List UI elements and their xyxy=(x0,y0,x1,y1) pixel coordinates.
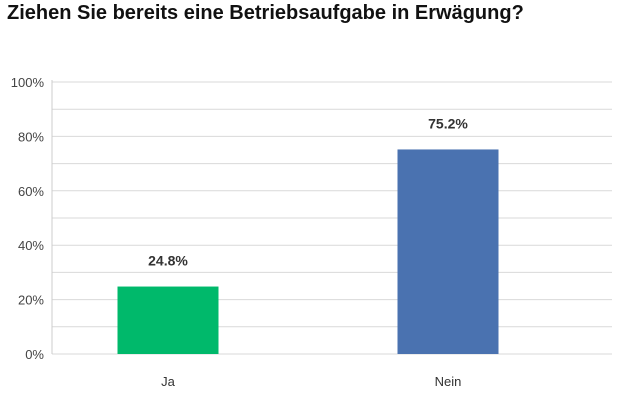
y-axis-ticks: 0% 20% 40% 60% 80% 100% xyxy=(11,75,45,362)
data-label-nein: 75.2% xyxy=(428,115,468,131)
category-label-nein: Nein xyxy=(435,374,462,389)
chart-title: Ziehen Sie bereits eine Betriebsaufgabe … xyxy=(7,2,524,24)
bar-ja xyxy=(117,286,219,354)
y-tick-label: 0% xyxy=(25,347,44,362)
data-labels: 24.8% 75.2% xyxy=(148,115,468,268)
x-axis-categories: Ja Nein xyxy=(161,374,461,389)
gridlines xyxy=(52,81,612,355)
y-tick-label: 80% xyxy=(18,129,44,144)
data-label-ja: 24.8% xyxy=(148,253,188,269)
y-tick-label: 20% xyxy=(18,293,44,308)
category-label-ja: Ja xyxy=(161,374,176,389)
y-tick-label: 40% xyxy=(18,238,44,253)
y-tick-label: 60% xyxy=(18,184,44,199)
bars xyxy=(117,149,499,354)
bar-nein xyxy=(397,149,499,354)
y-tick-label: 100% xyxy=(11,75,45,90)
